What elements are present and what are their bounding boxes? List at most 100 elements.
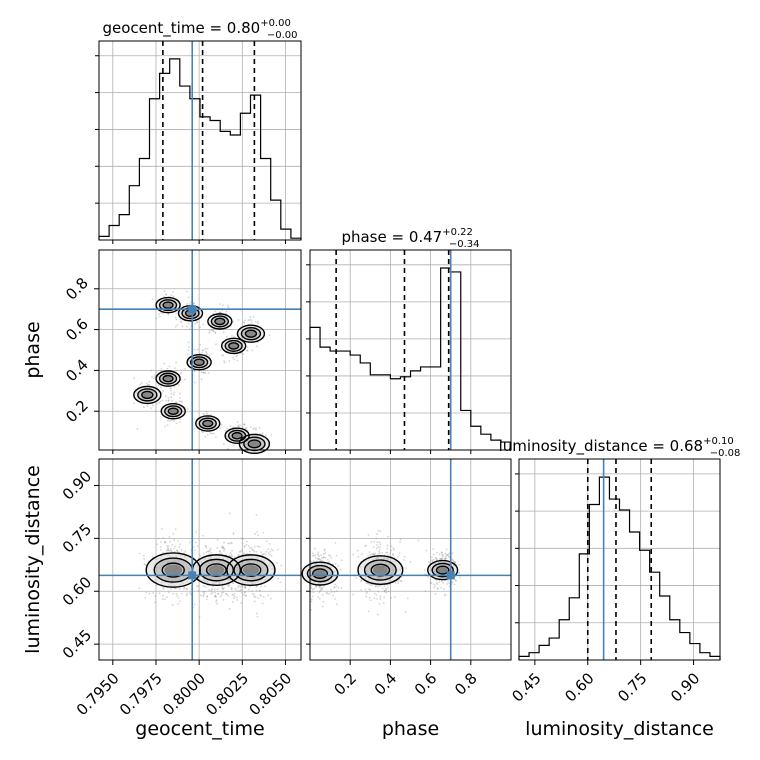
sample-point xyxy=(173,367,176,370)
scatter-panel-geocent_time-luminosity_distance: 0.45 0.60 0.75 0.90 xyxy=(59,458,302,662)
sample-point xyxy=(357,556,360,558)
sample-point xyxy=(435,557,437,559)
sample-point xyxy=(229,555,232,558)
sample-point xyxy=(215,343,217,346)
sample-point xyxy=(204,585,207,588)
sample-point xyxy=(266,540,268,543)
sample-point xyxy=(434,557,437,560)
sample-point xyxy=(369,553,372,556)
density-core xyxy=(229,343,238,349)
sample-point xyxy=(228,607,231,610)
sample-point xyxy=(231,549,234,552)
contour-line xyxy=(224,339,243,352)
sample-point xyxy=(264,585,267,588)
panel-background xyxy=(99,250,301,450)
sample-point xyxy=(379,597,382,600)
sample-point xyxy=(251,592,254,595)
sample-point xyxy=(377,553,380,555)
sample-point xyxy=(194,541,197,544)
sample-point xyxy=(374,585,377,588)
sample-point xyxy=(202,371,205,374)
contour-line xyxy=(435,565,450,575)
sample-point xyxy=(385,587,387,590)
sample-point xyxy=(219,348,222,351)
sample-point xyxy=(329,554,332,557)
sample-point xyxy=(225,593,228,595)
x-tick-label: 0.45 xyxy=(508,669,544,705)
sample-point xyxy=(205,412,208,415)
sample-point xyxy=(212,330,215,332)
sample-point xyxy=(228,360,231,362)
sample-point xyxy=(447,554,450,557)
sample-point xyxy=(240,537,243,539)
y-axis-label-phase: phase xyxy=(22,321,44,378)
sample-point xyxy=(442,554,445,557)
contour-line xyxy=(301,561,339,586)
hist-title-phase: phase = 0.47+0.22 −0.34 xyxy=(341,227,479,250)
sample-point xyxy=(320,588,323,591)
truth-marker xyxy=(188,571,197,580)
sample-point xyxy=(409,560,412,563)
sample-point xyxy=(314,557,317,559)
sample-point xyxy=(242,538,244,541)
sample-point xyxy=(198,616,201,618)
sample-point xyxy=(230,542,233,545)
sample-point xyxy=(444,557,446,560)
sample-point xyxy=(252,315,255,318)
sample-point xyxy=(253,550,256,553)
sample-point xyxy=(451,581,454,584)
sample-point xyxy=(158,313,160,315)
sample-point xyxy=(257,534,259,537)
sample-point xyxy=(264,434,267,437)
sample-point xyxy=(250,321,253,324)
density-core xyxy=(164,302,173,308)
sample-point xyxy=(237,425,240,427)
sample-point xyxy=(381,587,384,590)
sample-point xyxy=(200,378,203,381)
sample-point xyxy=(260,551,263,554)
sample-point xyxy=(262,596,265,598)
sample-point xyxy=(223,548,226,551)
contour-line xyxy=(161,562,185,578)
x-tick-label: 0.90 xyxy=(667,669,703,705)
sample-point xyxy=(233,358,236,361)
y-tick-label: 0.8 xyxy=(62,274,92,304)
density-core xyxy=(242,565,259,576)
sample-point xyxy=(321,586,324,589)
sample-point xyxy=(245,427,248,429)
sample-point xyxy=(187,296,190,299)
sample-point xyxy=(321,556,324,559)
sample-point xyxy=(385,591,388,594)
sample-point xyxy=(225,592,227,595)
contour-line xyxy=(193,358,205,367)
panel-frame xyxy=(309,249,512,451)
sample-point xyxy=(232,532,235,534)
sample-point xyxy=(310,598,313,601)
sample-point xyxy=(267,594,269,597)
sample-point xyxy=(189,541,191,544)
contour-line xyxy=(186,353,212,371)
sample-point xyxy=(196,545,199,547)
sample-point xyxy=(172,533,175,535)
hist-panel-phase: phase = 0.47+0.22 −0.34 xyxy=(306,227,512,451)
sample-point xyxy=(417,539,420,542)
sample-point xyxy=(222,354,225,357)
sample-point xyxy=(310,600,313,603)
sample-point xyxy=(211,588,214,591)
sample-point xyxy=(378,551,381,554)
sample-point xyxy=(197,589,200,592)
x-axis-phase: 0.2 0.4 0.6 0.8 phase xyxy=(331,660,481,740)
sample-point xyxy=(441,580,443,583)
sample-point xyxy=(365,595,367,598)
sample-point xyxy=(378,541,381,544)
sample-point xyxy=(218,311,221,314)
sample-point xyxy=(175,401,178,404)
sample-point xyxy=(177,540,179,542)
sample-point xyxy=(248,588,250,591)
sample-point xyxy=(267,551,270,554)
sample-point xyxy=(148,383,151,386)
sample-point xyxy=(199,326,202,329)
sample-point xyxy=(334,562,337,565)
sample-point xyxy=(447,580,449,582)
